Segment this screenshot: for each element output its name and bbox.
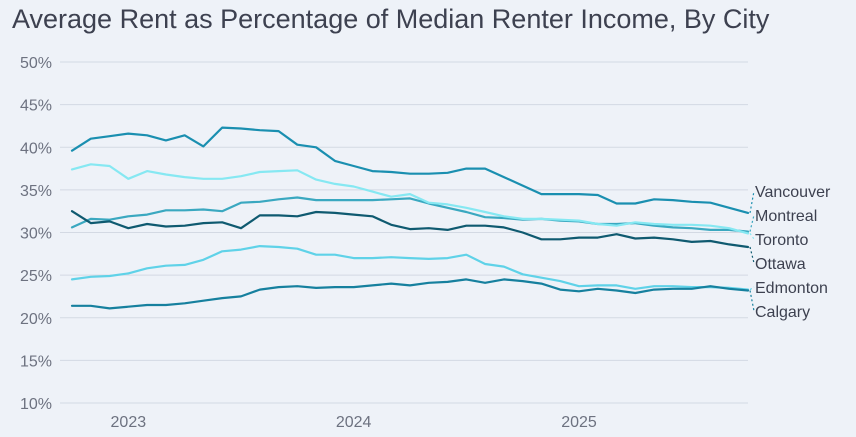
x-tick-label: 2025 <box>561 414 597 431</box>
series-labels: Vancouver Montreal Toronto Ottawa Edmonton Ca… <box>749 184 831 321</box>
series-line-calgary <box>70 278 750 310</box>
y-axis-ticks: 10% 15% 20% 25% 30% 35% 40% 45% 50% <box>20 55 52 413</box>
series-lines <box>70 126 750 310</box>
gridlines <box>60 61 748 404</box>
series-label-calgary: Calgary <box>755 304 810 321</box>
y-tick-label: 10% <box>20 396 52 413</box>
y-tick-label: 20% <box>20 311 52 328</box>
series-line-ottawa <box>70 210 750 249</box>
series-label-edmonton: Edmonton <box>755 280 828 297</box>
label-leader-edmonton <box>749 286 755 291</box>
y-tick-label: 15% <box>20 353 52 370</box>
y-tick-label: 50% <box>20 55 52 72</box>
label-leader-toronto <box>749 233 755 240</box>
label-leader-calgary <box>749 290 755 312</box>
series-label-ottawa: Ottawa <box>755 256 806 273</box>
y-tick-label: 25% <box>20 268 52 285</box>
series-line-vancouver <box>70 126 750 214</box>
y-tick-label: 30% <box>20 226 52 243</box>
y-tick-label: 45% <box>20 98 52 115</box>
chart-title: Average Rent as Percentage of Median Ren… <box>12 4 770 34</box>
y-tick-label: 40% <box>20 140 52 157</box>
series-line-edmonton <box>70 245 750 291</box>
x-tick-label: 2023 <box>111 414 147 431</box>
label-leader-vancouver <box>749 190 755 214</box>
x-tick-label: 2024 <box>336 414 372 431</box>
y-tick-label: 35% <box>20 183 52 200</box>
series-label-vancouver: Vancouver <box>755 184 831 201</box>
label-leader-montreal <box>749 214 755 232</box>
series-line-toronto <box>70 163 750 235</box>
label-leader-ottawa <box>749 246 755 264</box>
series-label-toronto: Toronto <box>755 232 808 249</box>
series-label-montreal: Montreal <box>755 208 817 225</box>
x-axis-ticks: 2023 2024 2025 <box>111 414 597 431</box>
